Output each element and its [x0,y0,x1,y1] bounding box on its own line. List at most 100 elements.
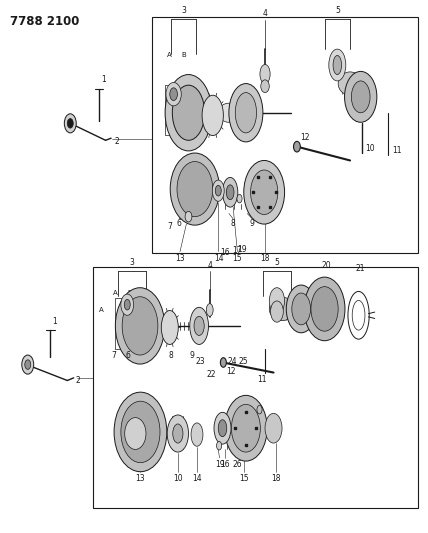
Ellipse shape [170,88,178,101]
Ellipse shape [345,71,377,122]
Text: A: A [99,307,104,313]
Text: 6: 6 [177,219,181,228]
Ellipse shape [270,301,283,322]
Ellipse shape [218,103,240,122]
Text: 22: 22 [206,370,216,379]
Text: 11: 11 [257,375,266,384]
Ellipse shape [218,419,227,437]
Text: 17: 17 [232,246,241,255]
Bar [93,266,418,508]
Text: 12: 12 [226,367,236,376]
Ellipse shape [214,413,231,444]
Text: 1: 1 [52,317,57,326]
Ellipse shape [261,80,269,93]
Ellipse shape [294,141,300,152]
Ellipse shape [311,287,338,331]
Ellipse shape [185,212,192,222]
Text: 19: 19 [238,245,247,254]
Ellipse shape [170,153,220,225]
Ellipse shape [229,84,263,142]
Text: 13: 13 [136,474,145,483]
Text: 11: 11 [392,147,401,156]
Text: 14: 14 [214,254,223,263]
Text: 26: 26 [233,460,243,469]
Ellipse shape [329,49,346,81]
Ellipse shape [212,180,224,201]
Ellipse shape [351,81,370,113]
Ellipse shape [122,297,158,355]
Ellipse shape [125,418,146,449]
Text: 23: 23 [196,357,205,366]
Text: 2: 2 [76,376,80,385]
Text: 18: 18 [271,474,280,483]
Text: 5: 5 [335,6,340,15]
Ellipse shape [202,95,223,135]
Ellipse shape [338,72,362,95]
Text: B: B [128,289,132,296]
Text: 5: 5 [274,257,279,266]
Ellipse shape [124,300,130,310]
Text: 8: 8 [168,351,173,360]
Ellipse shape [217,441,222,450]
Text: 3: 3 [181,6,186,15]
Text: 8: 8 [231,219,235,228]
Ellipse shape [206,304,213,317]
Text: 12: 12 [300,133,310,142]
Ellipse shape [250,170,278,215]
Ellipse shape [226,185,234,200]
Text: 1: 1 [101,75,106,84]
Ellipse shape [116,288,165,364]
Ellipse shape [194,317,204,335]
Text: 16: 16 [221,248,230,257]
Text: 19: 19 [215,460,224,469]
Text: 6: 6 [125,351,130,360]
Text: 7: 7 [167,222,172,231]
Ellipse shape [64,114,76,133]
Ellipse shape [191,423,203,446]
Ellipse shape [304,277,345,341]
Text: 24: 24 [227,357,237,366]
Text: A: A [113,289,118,296]
Text: 7: 7 [112,351,116,360]
Text: 16: 16 [221,460,230,469]
Ellipse shape [220,358,226,367]
Text: 9: 9 [189,351,194,360]
Ellipse shape [167,415,188,452]
Ellipse shape [177,161,213,216]
Ellipse shape [292,293,311,325]
Text: 4: 4 [263,10,268,18]
Text: 20: 20 [322,261,332,270]
Text: 7788 2100: 7788 2100 [10,14,79,28]
Text: 21: 21 [356,264,366,273]
Ellipse shape [25,360,31,369]
Ellipse shape [172,85,205,140]
Text: 3: 3 [130,257,134,266]
Text: 25: 25 [238,357,248,366]
Text: 9: 9 [250,219,255,228]
Ellipse shape [173,424,183,443]
Ellipse shape [237,195,242,203]
Ellipse shape [232,405,260,452]
Ellipse shape [269,297,295,320]
Ellipse shape [269,288,285,314]
Text: 10: 10 [365,144,374,154]
Ellipse shape [244,160,285,224]
Text: 18: 18 [261,254,270,263]
Bar [116,298,147,349]
Ellipse shape [235,93,256,133]
Ellipse shape [215,185,221,196]
Ellipse shape [166,83,181,106]
Ellipse shape [161,311,178,344]
Ellipse shape [286,285,316,333]
Text: 10: 10 [173,474,183,483]
Ellipse shape [190,308,208,344]
Bar [152,17,418,253]
Text: 2: 2 [114,138,119,147]
Ellipse shape [165,75,212,151]
Bar [165,85,197,135]
Text: 13: 13 [175,254,185,263]
Ellipse shape [67,118,73,128]
Ellipse shape [333,55,342,75]
Ellipse shape [223,177,238,207]
Text: 15: 15 [239,474,249,483]
